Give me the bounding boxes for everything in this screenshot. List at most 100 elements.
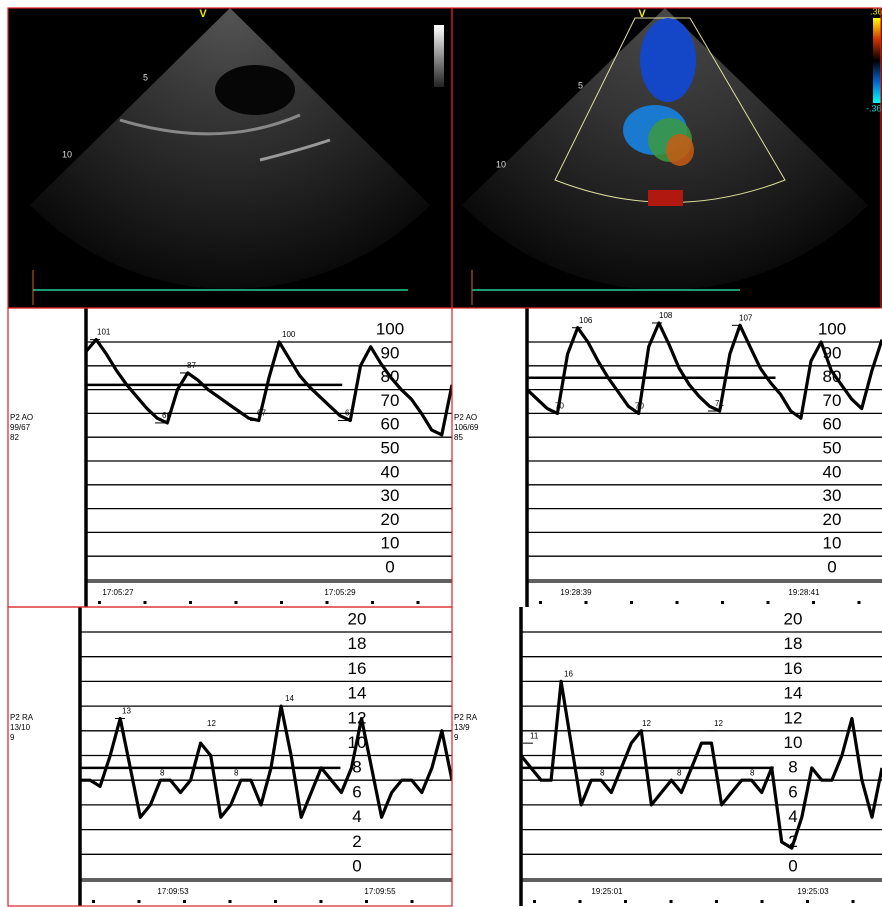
time-tick xyxy=(670,900,673,903)
depth-label: 5 xyxy=(578,80,583,90)
y-tick-label: 4 xyxy=(352,807,361,826)
annotation-label: 70 xyxy=(635,402,644,411)
y-tick-label: 40 xyxy=(823,462,842,481)
y-tick-label: 16 xyxy=(784,659,803,678)
panel-bg xyxy=(452,308,882,607)
time-tick xyxy=(138,900,141,903)
time-tick xyxy=(585,601,588,604)
panel-bg xyxy=(452,607,882,906)
pressure-label: 13/10 xyxy=(10,723,31,732)
y-tick-label: 100 xyxy=(818,319,846,338)
flow-red xyxy=(648,190,683,206)
annotation-label: 11 xyxy=(530,731,539,740)
annotation-label: 8 xyxy=(677,768,682,777)
time-tick xyxy=(624,900,627,903)
time-tick xyxy=(183,900,186,903)
annotation-label: 66 xyxy=(162,411,171,420)
apex-marker: V xyxy=(638,8,646,20)
time-label: 17:05:29 xyxy=(324,588,356,597)
time-label: 19:28:41 xyxy=(788,588,820,597)
mean-label: 9 xyxy=(10,733,15,742)
annotation-label: 108 xyxy=(659,311,673,320)
time-tick xyxy=(761,900,764,903)
time-tick xyxy=(767,601,770,604)
time-tick xyxy=(715,900,718,903)
echo-chamber xyxy=(215,65,295,115)
mean-label: 9 xyxy=(454,733,459,742)
y-tick-label: 14 xyxy=(348,684,367,703)
flow-blue xyxy=(640,18,696,102)
time-label: 17:05:27 xyxy=(102,588,134,597)
page: {"echo_panels": [ {"apex_marker": "V", "… xyxy=(0,0,882,907)
y-tick-label: 0 xyxy=(827,557,836,576)
y-tick-label: 50 xyxy=(823,438,842,457)
depth-label: 5 xyxy=(143,72,148,82)
y-tick-label: 10 xyxy=(823,534,842,553)
time-tick xyxy=(579,900,582,903)
annotation-label: 71 xyxy=(715,399,724,408)
time-tick xyxy=(229,900,232,903)
time-tick xyxy=(676,601,679,604)
time-tick xyxy=(371,601,374,604)
annotation-label: 87 xyxy=(187,361,196,370)
time-tick xyxy=(280,601,283,604)
time-tick xyxy=(320,900,323,903)
time-tick xyxy=(721,601,724,604)
time-tick xyxy=(806,900,809,903)
time-tick xyxy=(533,900,536,903)
y-tick-label: 20 xyxy=(348,609,367,628)
annotation-label: 107 xyxy=(739,313,753,322)
pressure-label: 106/69 xyxy=(454,423,479,432)
time-tick xyxy=(812,601,815,604)
time-tick xyxy=(417,601,420,604)
pressure-label: 13/9 xyxy=(454,723,470,732)
flow-mosaic xyxy=(666,134,694,166)
apex-marker: V xyxy=(199,8,207,20)
y-tick-label: 0 xyxy=(352,856,361,875)
time-tick xyxy=(411,900,414,903)
y-tick-label: 30 xyxy=(381,486,400,505)
time-label: 19:25:03 xyxy=(797,887,829,896)
annotation-label: 8 xyxy=(750,768,755,777)
time-tick xyxy=(189,601,192,604)
depth-label: 10 xyxy=(62,149,72,159)
figure: V510V510.36-.36P2 AO99/67820102030405060… xyxy=(0,0,882,907)
annotation-label: 12 xyxy=(642,719,651,728)
y-tick-label: 60 xyxy=(823,415,842,434)
mean-label: 82 xyxy=(10,433,19,442)
time-tick xyxy=(92,900,95,903)
color-bar xyxy=(873,18,881,103)
annotation-label: 67 xyxy=(257,409,266,418)
time-label: 19:28:39 xyxy=(560,588,592,597)
annotation-label: 12 xyxy=(714,719,723,728)
time-tick xyxy=(274,900,277,903)
mean-label: 85 xyxy=(454,433,463,442)
y-tick-label: 12 xyxy=(784,708,803,727)
time-label: 17:09:55 xyxy=(364,887,396,896)
y-tick-label: 6 xyxy=(352,782,361,801)
y-tick-label: 10 xyxy=(784,733,803,752)
y-tick-label: 60 xyxy=(381,415,400,434)
y-tick-label: 100 xyxy=(376,319,404,338)
gray-bar xyxy=(434,25,444,87)
time-tick xyxy=(858,601,861,604)
annotation-label: 8 xyxy=(160,768,165,777)
y-tick-label: 18 xyxy=(784,634,803,653)
y-tick-label: 20 xyxy=(823,510,842,529)
y-tick-label: 90 xyxy=(381,343,400,362)
y-tick-label: 30 xyxy=(823,486,842,505)
annotation-label: 13 xyxy=(122,707,131,716)
y-tick-label: 2 xyxy=(352,832,361,851)
annotation-label: 12 xyxy=(207,719,216,728)
annotation-label: 8 xyxy=(234,768,239,777)
y-tick-label: 18 xyxy=(348,634,367,653)
y-tick-label: 20 xyxy=(381,510,400,529)
y-tick-label: 70 xyxy=(823,391,842,410)
annotation-label: 67 xyxy=(345,409,354,418)
depth-label: 10 xyxy=(496,159,506,169)
scale-bottom: -.36 xyxy=(866,103,882,113)
time-label: 17:09:53 xyxy=(157,887,189,896)
channel-label: P2 RA xyxy=(454,713,478,722)
time-tick xyxy=(326,601,329,604)
pressure-label: 99/67 xyxy=(10,423,31,432)
